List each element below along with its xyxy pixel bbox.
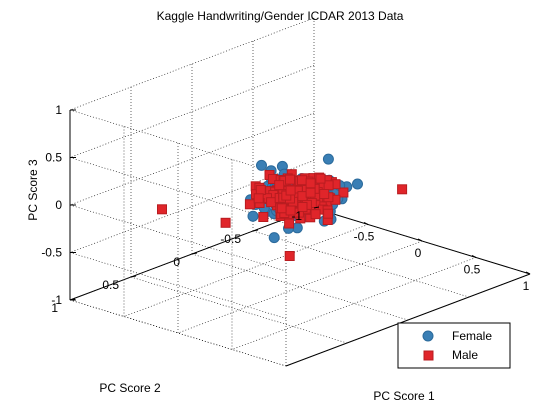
male-point — [220, 217, 231, 228]
x-tick-mark — [417, 238, 423, 242]
male-point — [253, 193, 264, 204]
male-point — [258, 212, 269, 222]
z-tick-label: -1 — [51, 293, 62, 307]
y-tick-mark — [191, 252, 198, 255]
male-point — [285, 174, 295, 185]
axis-ticks: -1-0.500.51-1-0.500.51-0.500.51 — [41, 103, 531, 315]
legend-male-label: Male — [452, 348, 478, 362]
male-point — [297, 191, 308, 202]
data-points — [157, 153, 408, 261]
male-point — [315, 173, 326, 184]
male-point — [319, 189, 330, 199]
y-axis-label: PC Score 2 — [99, 381, 161, 395]
female-point — [352, 178, 363, 190]
legend-male-marker — [423, 350, 434, 361]
z-tick-label: 0 — [55, 198, 62, 212]
y-tick-mark — [130, 275, 137, 278]
male-point — [157, 204, 167, 215]
z-axis-label: PC Score 3 — [26, 159, 40, 221]
z-tick-label: -0.5 — [41, 246, 62, 260]
legend-box — [397, 322, 511, 369]
legend-female-label: Female — [452, 329, 492, 343]
x-tick-label: 0 — [415, 246, 422, 260]
floor-edge — [285, 273, 531, 367]
male-point — [284, 251, 295, 261]
male-point — [305, 178, 316, 189]
female-point — [268, 232, 280, 244]
x-axis-label: PC Score 1 — [373, 389, 435, 403]
y-tick-label: 1 — [51, 301, 58, 315]
grid-line — [177, 240, 423, 334]
y-tick-mark — [252, 229, 259, 232]
male-point — [310, 209, 321, 220]
male-point — [323, 208, 334, 219]
y-tick-mark — [313, 206, 320, 209]
female-point — [256, 159, 267, 171]
male-point — [255, 185, 266, 195]
x-tick-mark — [525, 271, 531, 275]
grid-line — [191, 253, 409, 321]
y-tick-label: 0 — [173, 255, 180, 269]
male-point — [397, 184, 408, 195]
x-tick-label: 0.5 — [464, 263, 481, 277]
grid-line — [123, 224, 369, 317]
z-tick-label: 0.5 — [45, 151, 62, 165]
x-tick-mark — [471, 255, 477, 258]
legend-female-marker — [422, 330, 434, 342]
male-point — [274, 180, 285, 191]
z-tick-label: 1 — [55, 103, 62, 117]
male-point — [285, 185, 296, 196]
legend: Female Male — [397, 322, 511, 369]
male-point — [338, 187, 349, 198]
y-tick-label: 0.5 — [102, 278, 119, 292]
male-point — [297, 175, 307, 186]
male-point — [266, 197, 277, 208]
chart-title: Kaggle Handwriting/Gender ICDAR 2013 Dat… — [157, 9, 404, 23]
male-point — [297, 202, 308, 212]
y-tick-mark — [69, 298, 76, 301]
x-tick-mark — [363, 222, 369, 225]
female-point — [247, 210, 259, 222]
male-point — [276, 203, 287, 214]
male-point — [305, 187, 316, 198]
y-tick-label: -0.5 — [220, 232, 241, 246]
male-point — [244, 199, 255, 210]
female-point — [322, 153, 334, 165]
x-tick-label: -0.5 — [354, 230, 375, 244]
x-tick-label: 1 — [523, 279, 530, 293]
y-tick-label: -1 — [291, 209, 302, 223]
male-point — [285, 205, 296, 216]
